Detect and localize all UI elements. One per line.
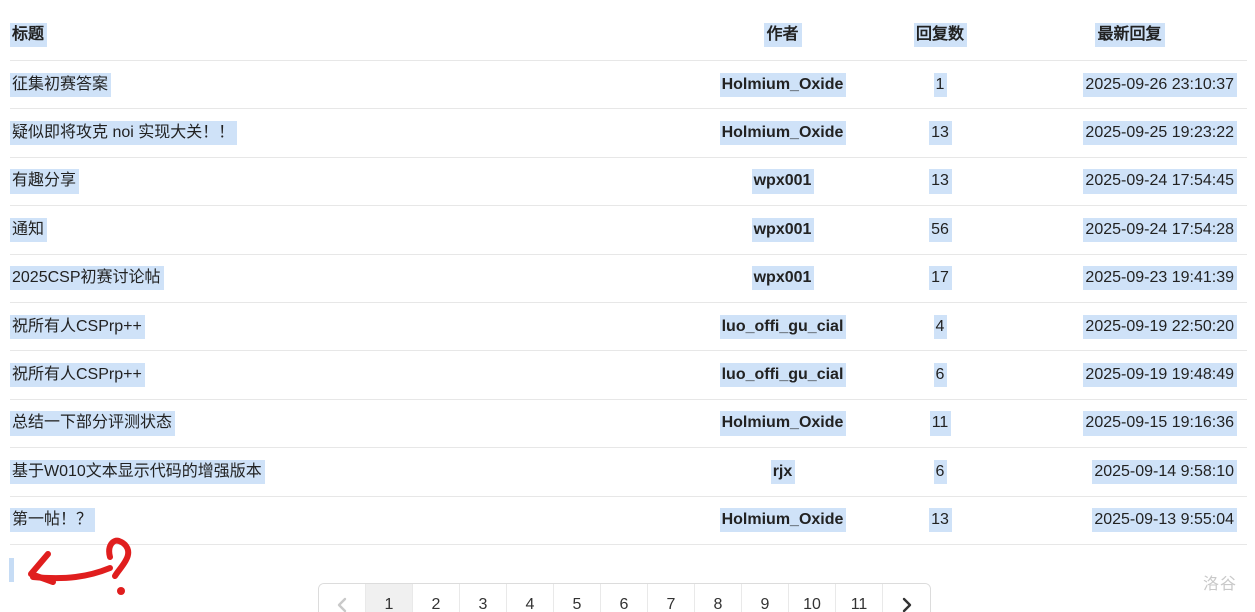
thread-last-reply-time: 2025-09-13 9:55:04 (1013, 508, 1247, 533)
thread-title-link[interactable]: 疑似即将攻克 noi 实现大关！！ (10, 120, 698, 146)
page-button-9[interactable]: 9 (742, 584, 789, 612)
thread-author-link[interactable]: luo_offi_gu_cial (698, 314, 868, 339)
page-button-3[interactable]: 3 (460, 584, 507, 612)
header-replies: 回复数 (868, 22, 1013, 48)
thread-reply-count: 11 (868, 411, 1013, 436)
question-mark-annotation (106, 537, 132, 579)
thread-reply-count: 13 (868, 169, 1013, 194)
table-row: 2025CSP初赛讨论帖 wpx001 17 2025-09-23 19:41:… (10, 255, 1247, 303)
thread-reply-count: 13 (868, 120, 1013, 146)
header-last-reply: 最新回复 (1013, 22, 1247, 48)
thread-reply-count: 4 (868, 314, 1013, 339)
next-page-button[interactable] (883, 584, 930, 612)
thread-last-reply-time: 2025-09-15 19:16:36 (1013, 411, 1247, 436)
page-button-7[interactable]: 7 (648, 584, 695, 612)
thread-reply-count: 1 (868, 72, 1013, 97)
red-arrow-head (28, 551, 56, 585)
luogu-watermark: 洛谷 (1202, 576, 1237, 593)
page-button-6[interactable]: 6 (601, 584, 648, 612)
thread-author-link[interactable]: wpx001 (698, 169, 868, 194)
thread-last-reply-time: 2025-09-24 17:54:45 (1013, 169, 1247, 194)
thread-author-link[interactable]: Holmium_Oxide (698, 72, 868, 97)
thread-last-reply-time: 2025-09-25 19:23:22 (1013, 120, 1247, 146)
table-row: 疑似即将攻克 noi 实现大关！！ Holmium_Oxide 13 2025-… (10, 109, 1247, 158)
thread-reply-count: 17 (868, 266, 1013, 291)
page-button-8[interactable]: 8 (695, 584, 742, 612)
table-row: 基于W010文本显示代码的增强版本 rjx 6 2025-09-14 9:58:… (10, 448, 1247, 497)
thread-reply-count: 13 (868, 508, 1013, 533)
thread-author-link[interactable]: wpx001 (698, 266, 868, 291)
thread-title-link[interactable]: 总结一下部分评测状态 (10, 411, 698, 436)
thread-title-link[interactable]: 有趣分享 (10, 169, 698, 194)
thread-reply-count: 6 (868, 459, 1013, 484)
pagination-bar: 1 2 3 4 5 6 7 8 9 10 11 (318, 583, 931, 612)
thread-author-link[interactable]: Holmium_Oxide (698, 508, 868, 533)
page-button-2[interactable]: 2 (413, 584, 460, 612)
table-row: 通知 wpx001 56 2025-09-24 17:54:28 (10, 206, 1247, 255)
thread-title-link[interactable]: 祝所有人CSPrp++ (10, 362, 698, 388)
chevron-left-icon (337, 597, 347, 612)
thread-title-link[interactable]: 第一帖！？ (10, 508, 698, 533)
chevron-right-icon (902, 597, 911, 612)
page-button-5[interactable]: 5 (554, 584, 601, 612)
thread-title-link[interactable]: 祝所有人CSPrp++ (10, 314, 698, 339)
thread-title-link[interactable]: 通知 (10, 217, 698, 242)
thread-author-link[interactable]: rjx (698, 459, 868, 484)
thread-reply-count: 56 (868, 217, 1013, 242)
thread-reply-count: 6 (868, 362, 1013, 388)
table-row: 祝所有人CSPrp++ luo_offi_gu_cial 4 2025-09-1… (10, 303, 1247, 352)
page-button-4[interactable]: 4 (507, 584, 554, 612)
selected-empty-line (9, 558, 14, 582)
page-button-1[interactable]: 1 (366, 584, 413, 612)
table-row: 有趣分享 wpx001 13 2025-09-24 17:54:45 (10, 158, 1247, 207)
thread-title-link[interactable]: 2025CSP初赛讨论帖 (10, 266, 698, 291)
page-button-10[interactable]: 10 (789, 584, 836, 612)
thread-last-reply-time: 2025-09-24 17:54:28 (1013, 217, 1247, 242)
table-row: 祝所有人CSPrp++ luo_offi_gu_cial 6 2025-09-1… (10, 351, 1247, 400)
table-row: 征集初赛答案 Holmium_Oxide 1 2025-09-26 23:10:… (10, 61, 1247, 110)
thread-author-link[interactable]: Holmium_Oxide (698, 411, 868, 436)
prev-page-button[interactable] (319, 584, 366, 612)
thread-last-reply-time: 2025-09-14 9:58:10 (1013, 459, 1247, 484)
thread-last-reply-time: 2025-09-19 19:48:49 (1013, 362, 1247, 388)
table-row: 第一帖！？ Holmium_Oxide 13 2025-09-13 9:55:0… (10, 497, 1247, 545)
red-arrow-annotation (30, 565, 113, 582)
header-author: 作者 (698, 22, 868, 48)
thread-author-link[interactable]: Holmium_Oxide (698, 120, 868, 146)
thread-table: 标题 作者 回复数 最新回复 征集初赛答案 Holmium_Oxide 1 20… (10, 0, 1247, 545)
thread-last-reply-time: 2025-09-26 23:10:37 (1013, 72, 1247, 97)
table-header-row: 标题 作者 回复数 最新回复 (10, 0, 1247, 61)
question-mark-dot (117, 587, 125, 595)
table-row: 总结一下部分评测状态 Holmium_Oxide 11 2025-09-15 1… (10, 400, 1247, 449)
thread-title-link[interactable]: 征集初赛答案 (10, 72, 698, 97)
header-title: 标题 (10, 22, 698, 48)
thread-author-link[interactable]: wpx001 (698, 217, 868, 242)
thread-last-reply-time: 2025-09-23 19:41:39 (1013, 266, 1247, 291)
thread-author-link[interactable]: luo_offi_gu_cial (698, 362, 868, 388)
thread-title-link[interactable]: 基于W010文本显示代码的增强版本 (10, 459, 698, 484)
page-button-11[interactable]: 11 (836, 584, 883, 612)
thread-last-reply-time: 2025-09-19 22:50:20 (1013, 314, 1247, 339)
